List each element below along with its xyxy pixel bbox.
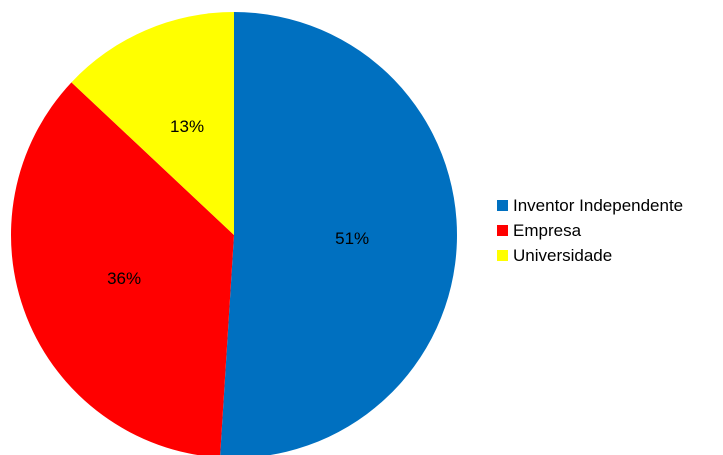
legend-item-universidade: Universidade (497, 243, 683, 268)
legend-label-universidade: Universidade (513, 245, 613, 265)
legend-swatch-empresa (497, 225, 508, 236)
legend-swatch-universidade (497, 250, 508, 261)
legend-swatch-inventor-independente (497, 200, 508, 211)
legend-item-inventor-independente: Inventor Independente (497, 193, 683, 218)
pie-slice-inventor-independente (220, 12, 457, 455)
pie-chart: 51% 36% 13% (11, 12, 457, 455)
data-label-empresa: 36% (107, 269, 141, 288)
pie-slice-empresa (11, 82, 234, 455)
pie-slice-universidade (71, 12, 234, 235)
legend-item-empresa: Empresa (497, 218, 683, 243)
data-label-universidade: 13% (170, 117, 204, 136)
legend: Inventor Independente Empresa Universida… (497, 193, 683, 268)
data-label-inventor-independente: 51% (335, 229, 369, 248)
legend-label-inventor-independente: Inventor Independente (513, 195, 684, 215)
legend-label-empresa: Empresa (513, 220, 582, 240)
